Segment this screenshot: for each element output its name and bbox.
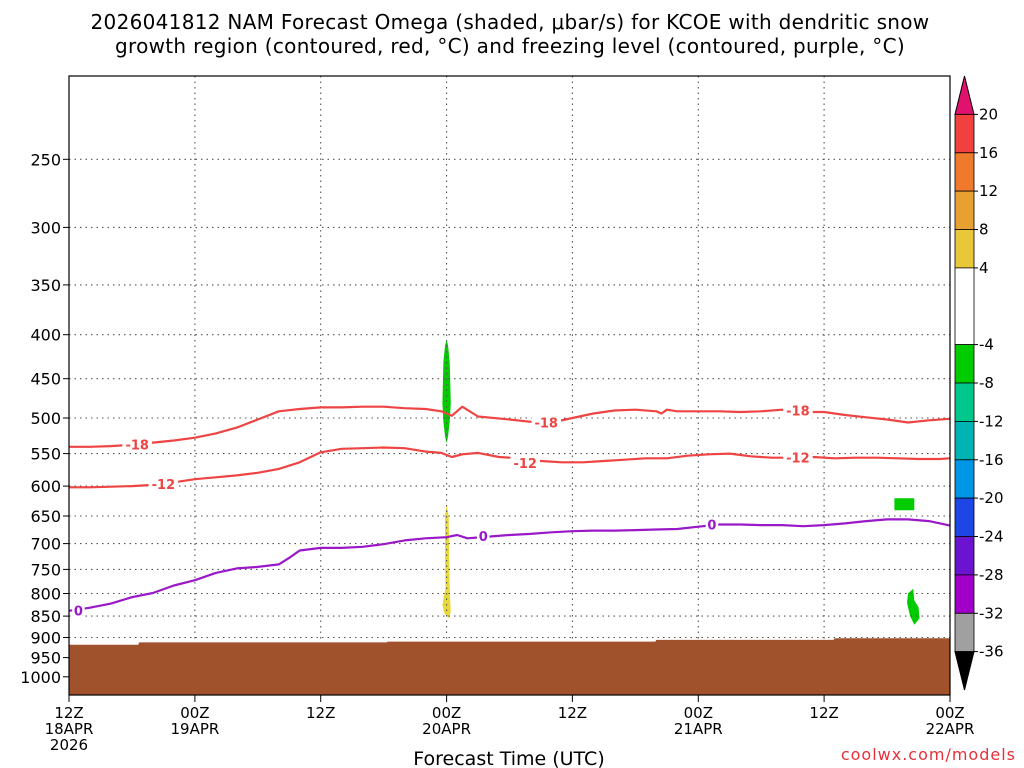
x-tick-label: 18APR [45,720,94,738]
y-tick-label: 750 [30,560,61,579]
x-tick-label: 12Z [809,704,838,722]
grid-lines [69,76,950,695]
y-tick-label: 800 [30,585,61,604]
colorbar: 20 16 12 8 4 -4 -8 -12 -16 -20 -24 -28 -32 -36 [954,75,1004,691]
colorbar-bin [954,229,975,269]
contour-layer: -18 -18 -18 -12 -12 -12 0 0 0 [68,402,951,619]
contour-label-bg [531,414,561,431]
colorbar-label: -32 [979,604,1004,622]
colorbar-bin [954,267,975,346]
contour-label: -18 [125,439,149,454]
colorbar-label: -28 [979,566,1004,584]
y-tick-label: 700 [30,535,61,554]
y-tick-label: 1000 [20,668,61,687]
contour-label-bg [72,602,85,619]
y-tick-label: 850 [30,607,61,626]
chart-title-line-2: growth region (contoured, red, °C) and f… [115,34,905,58]
contour-label: 0 [707,519,716,534]
y-tick-label: 550 [30,445,61,464]
y-tick-label: 450 [30,370,61,389]
colorbar-label: -4 [979,336,994,354]
omega-region-1 [442,339,451,444]
colorbar-label: -36 [979,643,1004,661]
colorbar-label: 4 [979,259,989,277]
colorbar-bin [954,612,975,653]
x-tick-label: 00Z [180,704,209,722]
x-tick-label: 21APR [674,720,723,738]
x-tick-label: 20APR [422,720,471,738]
colorbar-label: -12 [979,412,1004,430]
colorbar-bin [954,344,975,384]
credit-text: coolwx.com/models [841,745,1016,764]
y-axis: 250 300 350 400 450 500 550 600 650 700 750 800 850 9… [20,150,69,687]
y-tick-label: 250 [30,150,61,169]
colorbar-label: 12 [979,182,998,200]
y-tick-label: 400 [30,326,61,345]
colorbar-label: 8 [979,221,989,239]
x-tick-label: 19APR [170,720,219,738]
x-tick-label: 22APR [926,720,975,738]
colorbar-label: -24 [979,528,1004,546]
omega-region-2 [894,498,915,511]
colorbar-bin [954,497,975,537]
omega-shading-layer [442,339,920,625]
colorbar-bin [954,382,975,422]
x-tick-label: 12Z [558,704,587,722]
colorbar-bin [954,152,975,192]
contour-label-bg [122,436,152,453]
contour-label-bg [783,449,813,466]
x-tick-label: 00Z [432,704,461,722]
omega-region-3 [907,588,920,625]
colorbar-bin [954,536,975,576]
contour-1 [69,405,951,448]
colorbar-bin [954,190,975,230]
colorbar-arrow-bottom [954,651,975,691]
y-tick-label: 950 [30,649,61,668]
plot-area: -18 -18 -18 -12 -12 -12 0 0 0 [68,75,951,696]
contour-label: -18 [534,417,558,432]
colorbar-bin [954,574,975,614]
terrain-layer [69,638,950,695]
x-tick-label: 00Z [684,704,713,722]
terrain-fill [69,638,950,695]
colorbar-label: -20 [979,489,1004,507]
x-tick-label: 2026 [50,736,88,754]
colorbar-bin [954,114,975,154]
chart-title-line-1: 2026041812 NAM Forecast Omega (shaded, μ… [91,10,930,34]
contour-label-bg [477,528,490,545]
colorbar-label: 16 [979,144,998,162]
contour-label: -12 [513,457,537,472]
x-tick-label: 12Z [54,704,83,722]
contour-label: 0 [479,530,488,545]
contour-label-bg [783,402,813,419]
contour-3 [68,518,951,612]
y-tick-label: 600 [30,477,61,496]
contour-label: -12 [152,478,176,493]
contour-label-bg [510,455,540,471]
contour-label: -12 [786,452,810,467]
x-tick-label: 12Z [306,704,335,722]
contour-label: 0 [74,604,83,619]
colorbar-label: 20 [979,105,998,123]
x-tick-label: 00Z [935,704,964,722]
colorbar-label: -16 [979,451,1004,469]
plot-frame [68,75,951,696]
y-tick-label: 350 [30,276,61,295]
y-tick-label: 300 [30,218,61,237]
contour-label-bg [705,516,719,533]
colorbar-label: -8 [979,374,994,392]
contour-label: -18 [786,405,810,420]
y-tick-label: 650 [30,507,61,526]
y-tick-label: 500 [30,409,61,428]
colorbar-arrow-top [954,75,975,115]
y-tick-label: 900 [30,629,61,648]
colorbar-bin [954,420,975,461]
contour-label-bg [148,476,179,493]
colorbar-bin [954,459,975,499]
x-axis-label: Forecast Time (UTC) [413,748,604,768]
